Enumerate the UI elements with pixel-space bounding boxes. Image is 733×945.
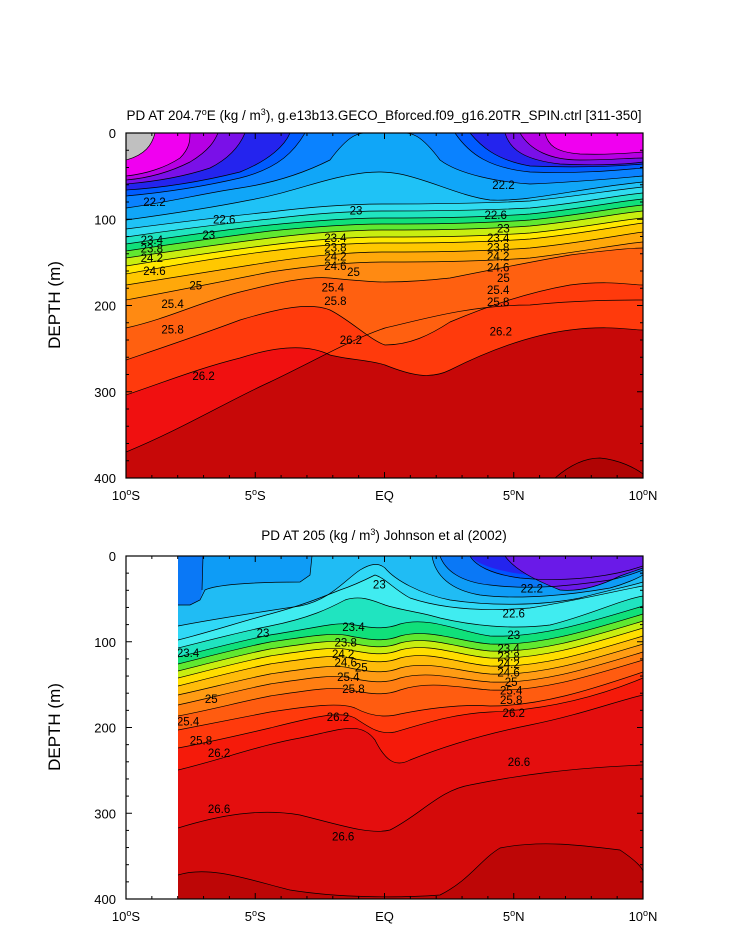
contour-label: 22.6 [503, 608, 525, 620]
x-tick-label: 10oN [629, 908, 658, 924]
contour-label: 25.4 [161, 299, 184, 311]
contour-label: 26.2 [490, 326, 512, 338]
x-tick-label: 5oN [503, 908, 525, 924]
contour-label: 24.2 [487, 251, 509, 263]
x-tick-label: 10oN [629, 487, 658, 503]
contour-label: 24.6 [143, 266, 165, 278]
contour-label: 26.2 [503, 708, 525, 720]
contour-label: 26.6 [332, 831, 354, 843]
contour-label: 23 [257, 628, 270, 640]
contour-label: 25.8 [161, 325, 183, 337]
x-tick-label: 5oN [503, 487, 525, 503]
contour-label: 23 [507, 630, 520, 642]
contour-label: 24.6 [497, 668, 519, 680]
y-tick-label: 300 [94, 806, 116, 821]
y-tick-label: 200 [94, 721, 116, 736]
contour-label: 25.8 [324, 296, 346, 308]
contour-fill: 22.222.623232323.423.423.824.224.62525.4… [177, 556, 643, 899]
contour-label: 26.2 [208, 748, 230, 760]
contour-label: 24.6 [324, 261, 346, 273]
contour-label: 23.4 [497, 644, 520, 656]
contour-label: 25.4 [177, 716, 200, 728]
contour-label: 26.2 [340, 335, 362, 347]
contour-label: 23.8 [335, 638, 357, 650]
contour-label: 24.2 [141, 253, 163, 265]
contour-label: 25.8 [342, 684, 364, 696]
y-tick-label: 300 [94, 385, 116, 400]
contour-label: 23.4 [324, 233, 347, 245]
y-tick-label: 0 [109, 549, 116, 564]
contour-label: 24.2 [497, 659, 519, 671]
contour-label: 23 [497, 224, 510, 236]
y-tick-label: 400 [94, 892, 116, 907]
contour-label: 22.2 [492, 180, 514, 192]
no-data-region [126, 556, 178, 899]
contour-label: 23.8 [141, 244, 163, 256]
y-axis-label: DEPTH (m) [45, 261, 64, 349]
y-tick-label: 0 [109, 126, 116, 141]
contour-label: 24.6 [487, 263, 509, 275]
contour-label: 22.2 [521, 584, 543, 596]
contour-label: 22.6 [213, 214, 235, 226]
contour-label: 25 [505, 677, 518, 689]
contour-label: 23 [350, 206, 363, 218]
contour-label: 26.2 [192, 371, 214, 383]
contour-label: 25.4 [487, 285, 510, 297]
contour-label: 26.2 [327, 712, 349, 724]
panel-title: PD AT 205 (kg / m3) Johnson et al (2002) [261, 527, 506, 543]
contour-label: 25 [189, 281, 202, 293]
contour-label: 25.8 [190, 735, 212, 747]
contour-label: 25 [347, 267, 360, 279]
contour-label: 23 [202, 230, 215, 242]
y-tick-label: 100 [94, 635, 116, 650]
contour-label: 23.8 [487, 243, 509, 255]
contour-label: 23.8 [324, 243, 346, 255]
y-tick-label: 100 [94, 212, 116, 227]
contour-label: 26.6 [208, 804, 230, 816]
x-tick-label: 10oS [112, 908, 140, 924]
contour-label: 23 [373, 579, 386, 591]
contour-label: 25.8 [500, 695, 522, 707]
contour-label: 25 [205, 694, 218, 706]
panel-observed: PD AT 205 (kg / m3) Johnson et al (2002) [45, 527, 657, 924]
y-tick-label: 400 [94, 471, 116, 486]
contour-label: 25 [497, 273, 510, 285]
contour-label: 23.8 [497, 651, 519, 663]
y-axis-label: DEPTH (m) [45, 683, 64, 771]
contour-label: 23.4 [141, 235, 164, 247]
contour-label: 23.4 [342, 622, 365, 634]
contour-label: 22.2 [143, 197, 165, 209]
contour-label: 25.4 [337, 672, 360, 684]
contour-labels: 22.222.623232323.423.423.824.224.62525.4… [177, 579, 543, 843]
contour-label: 22.6 [484, 210, 506, 222]
panel-title: PD AT 204.7oE (kg / m3), g.e13b13.GECO_B… [126, 107, 641, 123]
contour-label: 24.2 [324, 251, 346, 263]
contour-label: 25 [355, 662, 368, 674]
contour-label: 24.2 [332, 649, 354, 661]
contour-labels: 22.222.62323.423.824.224.62525.425.826.2… [141, 180, 515, 383]
contour-lines [126, 133, 643, 478]
contour-fill: 22.222.62323.423.824.224.62525.425.826.2… [126, 133, 643, 478]
contour-label: 25.4 [322, 282, 345, 294]
contour-label: 24.6 [335, 657, 357, 669]
x-tick-label: 5oS [245, 908, 266, 924]
contour-label: 25.8 [487, 297, 509, 309]
x-tick-label: 5oS [245, 487, 266, 503]
contour-label: 23.4 [177, 648, 200, 660]
x-tick-label: EQ [375, 909, 394, 924]
contour-label: 25.4 [500, 686, 523, 698]
y-tick-label: 200 [94, 299, 116, 314]
contour-label: 26.6 [508, 757, 530, 769]
x-tick-label: EQ [375, 488, 394, 503]
contour-lines [178, 556, 643, 898]
panel-model: PD AT 204.7oE (kg / m3), g.e13b13.GECO_B… [45, 107, 657, 503]
x-tick-label: 10oS [112, 487, 140, 503]
contour-label: 23.4 [487, 233, 510, 245]
